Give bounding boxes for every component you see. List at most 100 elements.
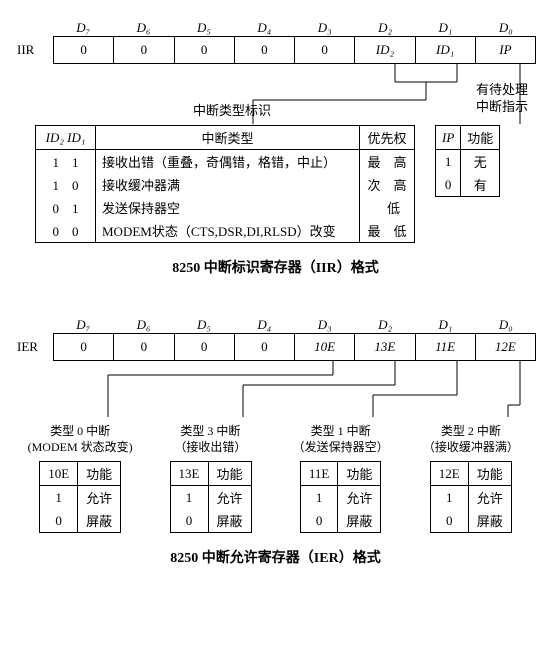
- th: 功能: [78, 462, 121, 486]
- bit-label: D₄: [234, 317, 294, 333]
- td: 0: [430, 509, 468, 533]
- th: 10E: [40, 462, 78, 486]
- bit-label: D₄: [234, 20, 294, 36]
- iir-caption: 8250 中断标识寄存器（IIR）格式: [15, 257, 536, 277]
- iir-cell: 0: [235, 37, 295, 63]
- td: 无: [461, 150, 500, 174]
- th: 功能: [338, 462, 381, 486]
- bit-label: D₀: [476, 317, 536, 333]
- td: 1 1: [36, 150, 96, 174]
- ier-section: D₇ D₆ D₅ D₄ D₃ D₂ D₁ D₀ IER 0 0 0 0 10E …: [15, 317, 536, 567]
- td: 1: [170, 486, 208, 510]
- td: 有: [461, 173, 500, 197]
- ier-group-title: 类型 1 中断: [311, 424, 371, 438]
- ier-group-sub: （接收缓冲器满）: [423, 440, 519, 454]
- ier-reg-name: IER: [15, 333, 53, 361]
- ier-group-title: 类型 2 中断: [441, 424, 501, 438]
- td: MODEM状态（CTS,DSR,DI,RLSD）改变: [96, 219, 360, 243]
- ier-cell: 13E: [355, 334, 415, 360]
- ier-group-sub: （发送保持器空）: [293, 440, 389, 454]
- td: 屏蔽: [338, 509, 381, 533]
- td: 允许: [468, 486, 511, 510]
- bit-label: D₀: [476, 20, 536, 36]
- bit-label: D₅: [174, 20, 234, 36]
- th: 12E: [430, 462, 468, 486]
- bit-label: D₁: [415, 317, 475, 333]
- ier-group-sub: （接收出错）: [174, 440, 246, 454]
- ier-caption: 8250 中断允许寄存器（IER）格式: [15, 547, 536, 567]
- ier-group-title: 类型 0 中断: [50, 424, 110, 438]
- ier-cell: 0: [114, 334, 174, 360]
- ier-mini-table: 12E功能 1允许 0屏蔽: [430, 461, 512, 533]
- iir-cell: ID₂: [355, 37, 415, 63]
- td: 1: [300, 486, 337, 510]
- td: 屏蔽: [208, 509, 251, 533]
- td: 最 低: [360, 219, 415, 243]
- bit-label: D₂: [355, 317, 415, 333]
- ier-register-row: IER 0 0 0 0 10E 13E 11E 12E: [15, 333, 536, 361]
- iir-right-label: 有待处理 中断指示: [462, 82, 542, 116]
- td: 0 0: [36, 219, 96, 243]
- ier-group: 类型 1 中断 （发送保持器空）: [276, 423, 406, 455]
- td: 0: [170, 509, 208, 533]
- td: 接收出错（重叠，奇偶错，格错，中止）: [96, 150, 360, 174]
- td: 接收缓冲器满: [96, 173, 360, 196]
- iir-cell: ID₁: [416, 37, 476, 63]
- ier-cell: 0: [54, 334, 114, 360]
- ier-group: 类型 0 中断 (MODEM 状态改变): [15, 423, 145, 455]
- iir-ip-table: IP 功能 1无 0有: [435, 125, 500, 197]
- iir-bit-header: D₇ D₆ D₅ D₄ D₃ D₂ D₁ D₀: [53, 20, 536, 36]
- bit-label: D₅: [174, 317, 234, 333]
- td: 允许: [78, 486, 121, 510]
- iir-section: D₇ D₆ D₅ D₄ D₃ D₂ D₁ D₀ IIR 0 0 0 0 0 ID…: [15, 20, 536, 277]
- ier-group-labels: 类型 0 中断 (MODEM 状态改变) 类型 3 中断 （接收出错） 类型 1…: [15, 423, 536, 455]
- ier-mini-table: 13E功能 1允许 0屏蔽: [170, 461, 252, 533]
- td: 1: [40, 486, 78, 510]
- ier-cell: 0: [175, 334, 235, 360]
- td: 发送保持器空: [96, 196, 360, 219]
- ier-mini-tables: 10E功能 1允许 0屏蔽 13E功能 1允许 0屏蔽 11E功能 1允许 0屏…: [15, 461, 536, 533]
- td: 0: [40, 509, 78, 533]
- td: 0: [300, 509, 337, 533]
- bit-label: D₁: [415, 20, 475, 36]
- td: 1: [430, 486, 468, 510]
- iir-reg-name: IIR: [15, 36, 53, 64]
- iir-cell: IP: [476, 37, 535, 63]
- ier-cell: 10E: [295, 334, 355, 360]
- iir-cell: 0: [295, 37, 355, 63]
- ier-mini-table: 10E功能 1允许 0屏蔽: [39, 461, 121, 533]
- ier-cell: 11E: [416, 334, 476, 360]
- ier-connectors: [53, 361, 536, 417]
- bit-label: D₇: [53, 317, 113, 333]
- iir-cell: 0: [175, 37, 235, 63]
- bit-label: D₆: [113, 317, 173, 333]
- ier-cells: 0 0 0 0 10E 13E 11E 12E: [53, 333, 536, 361]
- iir-register-row: IIR 0 0 0 0 0 ID₂ ID₁ IP: [15, 36, 536, 64]
- th: 11E: [300, 462, 337, 486]
- ier-group-sub: (MODEM 状态改变): [28, 440, 133, 454]
- iir-cells: 0 0 0 0 0 ID₂ ID₁ IP: [53, 36, 536, 64]
- td: 低: [360, 196, 415, 219]
- ier-mini-table: 11E功能 1允许 0屏蔽: [300, 461, 381, 533]
- td: 1 0: [36, 173, 96, 196]
- iir-cell: 0: [114, 37, 174, 63]
- td: 屏蔽: [468, 509, 511, 533]
- ier-cell: 0: [235, 334, 295, 360]
- ier-bit-header: D₇ D₆ D₅ D₄ D₃ D₂ D₁ D₀: [53, 317, 536, 333]
- bit-label: D₂: [355, 20, 415, 36]
- th: 功能: [208, 462, 251, 486]
- th: 功能: [468, 462, 511, 486]
- ier-group-title: 类型 3 中断: [180, 424, 240, 438]
- iir-main-table: ID₂ ID₁ 中断类型 优先权 1 1接收出错（重叠，奇偶错，格错，中止）最 …: [35, 125, 415, 243]
- iir-connectors: 有待处理 中断指示: [53, 64, 536, 124]
- td: 允许: [208, 486, 251, 510]
- td: 最 高: [360, 150, 415, 174]
- iir-tables-row: ID₂ ID₁ 中断类型 优先权 1 1接收出错（重叠，奇偶错，格错，中止）最 …: [35, 125, 536, 243]
- bit-label: D₃: [295, 317, 355, 333]
- bit-label: D₃: [295, 20, 355, 36]
- ier-group: 类型 3 中断 （接收出错）: [145, 423, 275, 455]
- ier-cell: 12E: [476, 334, 535, 360]
- bit-label: D₆: [113, 20, 173, 36]
- td: 允许: [338, 486, 381, 510]
- connector-svg: [53, 361, 551, 417]
